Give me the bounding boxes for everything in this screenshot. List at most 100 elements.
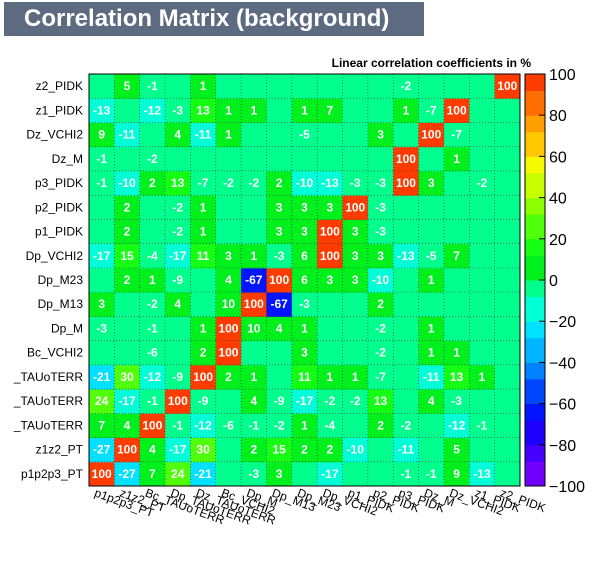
cell-value-label: -6 <box>223 418 234 432</box>
heatmap-cell <box>266 267 293 293</box>
cell-value-label: 10 <box>222 297 236 311</box>
heatmap-cell <box>469 219 496 245</box>
heatmap-cell <box>317 243 344 269</box>
colorbar-segment <box>525 98 545 108</box>
heatmap-cell <box>443 98 470 123</box>
heatmap-cell <box>89 364 115 390</box>
heatmap-cell <box>114 74 141 99</box>
heatmap-cell <box>241 437 267 463</box>
heatmap-cell <box>266 74 293 99</box>
heatmap-cell <box>367 219 394 245</box>
heatmap-cell <box>342 98 369 123</box>
cell-value-label: 100 <box>92 467 112 481</box>
heatmap-cell <box>114 243 141 269</box>
colorbar-segment <box>525 214 545 223</box>
heatmap-cell <box>367 316 394 342</box>
heatmap-cell <box>494 170 521 196</box>
cell-value-label: -21 <box>194 467 212 481</box>
heatmap-cell <box>241 219 267 245</box>
heatmap-cell <box>317 316 344 342</box>
heatmap-cell <box>291 98 318 123</box>
cell-value-label: -5 <box>426 249 437 263</box>
heatmap-cell <box>469 364 496 390</box>
heatmap-cell <box>114 316 141 342</box>
heatmap-cell <box>443 74 470 99</box>
heatmap-cell <box>291 389 318 414</box>
heatmap-cell <box>190 364 217 390</box>
colorbar-segment <box>525 74 545 83</box>
y-tick-label: Dz_M <box>52 152 83 166</box>
heatmap-cell <box>241 316 267 342</box>
heatmap-cell <box>342 292 369 317</box>
cell-value-label: 1 <box>200 321 207 335</box>
heatmap-cell <box>317 219 344 245</box>
heatmap-cell <box>215 219 242 245</box>
cell-value-label: -17 <box>169 249 187 263</box>
heatmap-cell <box>342 170 369 196</box>
cell-value-label: 2 <box>301 443 308 457</box>
cell-value-label: 4 <box>124 418 131 432</box>
heatmap-cell <box>393 98 420 123</box>
heatmap-cell <box>266 292 293 317</box>
cell-value-label: 2 <box>377 418 384 432</box>
cell-value-label: -10 <box>296 176 314 190</box>
heatmap-cell <box>114 364 141 390</box>
cell-value-label: 1 <box>479 370 486 384</box>
heatmap-cell <box>241 98 267 123</box>
cell-value-label: 1 <box>250 370 257 384</box>
heatmap-cell <box>165 461 191 487</box>
heatmap-cell <box>443 243 470 269</box>
heatmap-cell <box>494 292 521 317</box>
heatmap-cell <box>418 267 445 293</box>
heatmap-cell <box>418 146 445 172</box>
heatmap-cell <box>241 195 267 220</box>
cell-value-label: 3 <box>428 176 435 190</box>
heatmap-cell <box>469 98 496 123</box>
heatmap-cell <box>494 461 521 487</box>
cell-value-label: 100 <box>320 249 340 263</box>
heatmap-cell <box>139 170 166 196</box>
cell-value-label: -5 <box>299 128 310 142</box>
heatmap-cell <box>494 437 521 463</box>
cell-value-label: -1 <box>96 176 107 190</box>
heatmap-cell <box>114 437 141 463</box>
cell-value-label: -11 <box>195 128 212 142</box>
colorbar-segment <box>525 477 545 487</box>
heatmap-cell <box>393 170 420 196</box>
heatmap-cell <box>241 461 267 487</box>
y-tick-label: z1_PIDK <box>36 103 83 117</box>
heatmap-cell <box>89 292 115 317</box>
heatmap-cell <box>165 170 191 196</box>
heatmap-cell <box>215 122 242 148</box>
heatmap-cell <box>165 195 191 220</box>
heatmap-cell <box>418 292 445 317</box>
cell-value-label: -17 <box>118 394 136 408</box>
cell-value-label: -2 <box>248 176 259 190</box>
cell-value-label: 3 <box>377 128 384 142</box>
cell-value-label: -2 <box>274 418 285 432</box>
heatmap-cell <box>393 74 420 99</box>
heatmap-cell <box>114 461 141 487</box>
cell-value-label: -1 <box>426 467 437 481</box>
heatmap-cell <box>367 437 394 463</box>
heatmap-cell <box>215 170 242 196</box>
cell-value-label: -3 <box>274 249 285 263</box>
heatmap-cell <box>393 461 420 487</box>
heatmap-cell <box>317 364 344 390</box>
heatmap-cell <box>317 195 344 220</box>
heatmap-cell <box>266 170 293 196</box>
heatmap-cell <box>469 340 496 366</box>
heatmap-cell <box>443 170 470 196</box>
cell-value-label: 9 <box>98 128 105 142</box>
colorbar-tick-label: 20 <box>549 232 567 249</box>
heatmap-cell <box>89 389 115 414</box>
heatmap-cell <box>418 364 445 390</box>
heatmap-cell <box>190 413 217 439</box>
heatmap-cell <box>241 389 267 414</box>
cell-value-label: 1 <box>301 321 308 335</box>
cell-value-label: 4 <box>174 297 181 311</box>
heatmap-cell <box>367 146 394 172</box>
heatmap-cell <box>190 267 217 293</box>
cell-value-label: -2 <box>401 79 412 93</box>
